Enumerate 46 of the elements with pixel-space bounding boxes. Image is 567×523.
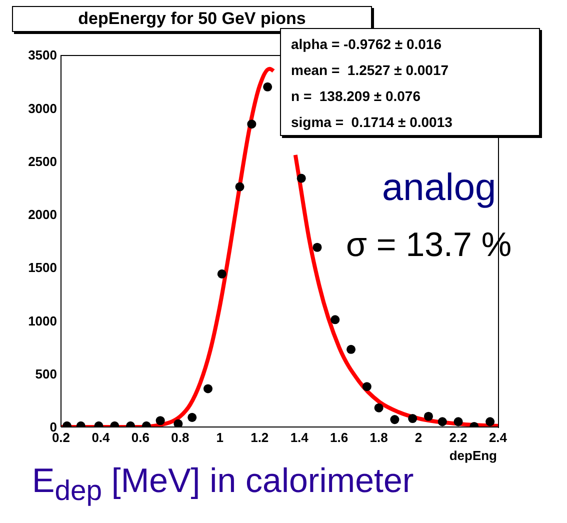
x-tick-label: 1.8 (370, 430, 388, 446)
point (263, 82, 272, 92)
x-tick-label: 2 (414, 430, 422, 446)
y-tick-label: 3000 (28, 100, 57, 116)
point (374, 403, 384, 412)
x-tick-label: 0.6 (131, 430, 150, 446)
point (312, 242, 322, 252)
point (424, 412, 433, 421)
y-tick-label: 2500 (28, 154, 57, 169)
point (247, 120, 256, 129)
point (235, 182, 244, 192)
annotation: analog (382, 167, 496, 210)
text: E$_{dep}$ [MeV] in calorimeter (32, 462, 414, 508)
x-tick-label: 1.4 (290, 430, 310, 446)
x-tick-label: 0.8 (171, 430, 190, 446)
x-tick-label: 1 (216, 430, 224, 446)
y-tick-label: 1000 (28, 313, 57, 328)
point (156, 416, 165, 426)
point (296, 174, 306, 183)
x-tick-label: 2.4 (488, 430, 508, 446)
point (330, 315, 340, 324)
annotation: mean = 1.2527 ± 0.0017 (291, 61, 450, 80)
point (438, 417, 447, 426)
point (362, 382, 372, 392)
y-tick-label: 1500 (28, 260, 57, 276)
x-tick-label: 1.2 (250, 430, 269, 446)
y-tick-label: 500 (35, 366, 57, 382)
point (188, 412, 197, 422)
point (203, 384, 213, 394)
point (408, 414, 418, 423)
y-tick-label: 2000 (28, 207, 57, 222)
x-tick-label: 0.4 (92, 430, 111, 446)
x-axis-title: depEng (449, 448, 497, 463)
point (390, 415, 400, 424)
point (486, 417, 495, 426)
x-tick-label: 2.2 (449, 430, 468, 446)
stats-box: alpha = -0.9762 ± 0.016 mean = 1.2527 ± 0.0017 n = 138.209 ± 0.076 sigma = 0.1714 ± 0.0013 (280, 28, 540, 136)
x-tick-label: 1.6 (330, 430, 348, 446)
annotation: sigma = 0.1714 ± 0.0013 (291, 113, 454, 132)
annotation: n = 138.209 ± 0.076 (291, 87, 422, 106)
y-tick-label: 3500 (28, 48, 57, 63)
point (174, 419, 183, 427)
point (346, 344, 356, 354)
title-box: depEnergy for 50 GeV pions (12, 6, 372, 32)
point (454, 417, 463, 426)
point (217, 269, 226, 278)
